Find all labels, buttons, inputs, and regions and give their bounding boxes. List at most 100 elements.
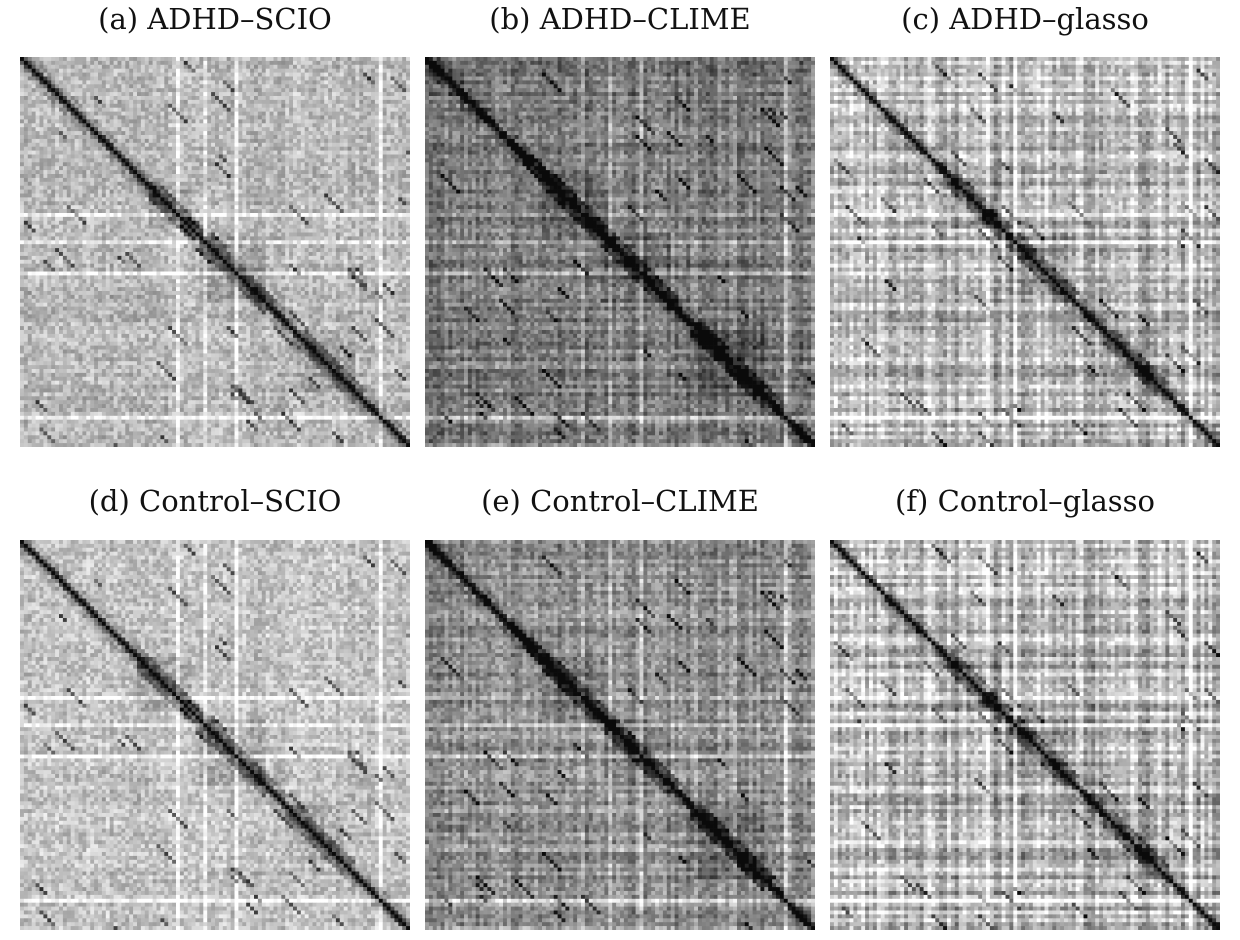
heatmap-cell	[379, 248, 383, 252]
heatmap-cell	[355, 73, 359, 77]
heatmap-cell	[82, 186, 86, 190]
heatmap-cell	[153, 116, 157, 120]
heatmap-cell	[391, 123, 395, 127]
heatmap-cell	[55, 143, 59, 147]
heatmap-cell	[63, 225, 67, 229]
heatmap-cell	[172, 158, 176, 162]
heatmap-cell	[402, 131, 406, 135]
heatmap-cell	[344, 233, 348, 237]
heatmap-cell	[340, 244, 344, 248]
heatmap-cell	[164, 162, 168, 166]
heatmap-cell	[344, 197, 348, 201]
heatmap-cell	[363, 217, 367, 221]
heatmap-cell	[340, 217, 344, 221]
heatmap-cell	[20, 73, 24, 77]
heatmap-cell	[110, 151, 114, 155]
heatmap-cell	[40, 100, 44, 104]
heatmap-cell	[160, 221, 164, 225]
heatmap-cell	[262, 80, 266, 84]
heatmap-cell	[125, 100, 129, 104]
heatmap-cell	[172, 236, 176, 240]
heatmap-cell	[110, 209, 114, 213]
heatmap-cell	[192, 166, 196, 170]
heatmap-cell	[114, 190, 118, 194]
heatmap-cell	[355, 100, 359, 104]
heatmap-cell	[157, 139, 161, 143]
heatmap-cell	[328, 139, 332, 143]
heatmap-cell	[133, 221, 137, 225]
heatmap-cell	[324, 69, 328, 73]
heatmap-cell	[406, 217, 410, 221]
heatmap-cell	[402, 96, 406, 100]
heatmap-cell	[387, 240, 391, 244]
heatmap-cell	[219, 158, 223, 162]
heatmap-cell	[227, 73, 231, 77]
heatmap-cell	[133, 127, 137, 131]
heatmap-cell	[168, 108, 172, 112]
heatmap-cell	[258, 61, 262, 65]
heatmap-cell	[270, 221, 274, 225]
heatmap-cell	[24, 143, 28, 147]
heatmap-cell	[157, 123, 161, 127]
heatmap-cell	[344, 116, 348, 120]
heatmap-cell	[184, 158, 188, 162]
heatmap-cell	[277, 84, 281, 88]
heatmap-cell	[379, 143, 383, 147]
heatmap-cell	[289, 221, 293, 225]
heatmap-cell	[309, 88, 313, 92]
heatmap-cell	[63, 155, 67, 159]
heatmap-cell	[235, 57, 239, 61]
heatmap-cell	[383, 104, 387, 108]
heatmap-cell	[355, 186, 359, 190]
heatmap-cell	[40, 197, 44, 201]
heatmap-cell	[184, 209, 188, 213]
heatmap-cell	[266, 158, 270, 162]
heatmap-cell	[207, 190, 211, 194]
heatmap-cell	[355, 80, 359, 84]
heatmap-cell	[199, 240, 203, 244]
heatmap-cell	[246, 80, 250, 84]
heatmap-cell	[172, 194, 176, 198]
heatmap-cell	[344, 61, 348, 65]
heatmap-cell	[149, 244, 153, 248]
heatmap-cell	[324, 127, 328, 131]
heatmap-cell	[188, 73, 192, 77]
heatmap-cell	[211, 61, 215, 65]
heatmap-cell	[227, 186, 231, 190]
heatmap-cell	[235, 131, 239, 135]
heatmap-cell	[262, 209, 266, 213]
heatmap-cell	[340, 112, 344, 116]
heatmap-cell	[297, 229, 301, 233]
heatmap-cell	[211, 197, 215, 201]
heatmap-cell	[82, 197, 86, 201]
heatmap-cell	[367, 80, 371, 84]
heatmap-cell	[164, 233, 168, 237]
heatmap-cell	[332, 186, 336, 190]
heatmap-cell	[110, 123, 114, 127]
diagonal-cell	[20, 57, 24, 61]
heatmap-cell	[406, 57, 410, 61]
heatmap-cell	[129, 170, 133, 174]
heatmap-cell	[164, 213, 168, 217]
heatmap-cell	[149, 166, 153, 170]
heatmap-cell	[149, 190, 153, 194]
heatmap-cell	[79, 236, 83, 240]
heatmap-cell	[196, 205, 200, 209]
heatmap-cell	[24, 135, 28, 139]
heatmap-cell	[63, 151, 67, 155]
heatmap-cell	[383, 201, 387, 205]
heatmap-cell	[348, 240, 352, 244]
diagonal-cell	[98, 135, 102, 139]
heatmap-cell	[227, 229, 231, 233]
heatmap-cell	[51, 151, 55, 155]
heatmap-cell	[168, 213, 172, 217]
heatmap-cell	[98, 155, 102, 159]
heatmap-cell	[40, 240, 44, 244]
heatmap-cell	[332, 178, 336, 182]
heatmap-cell	[172, 88, 176, 92]
heatmap-cell	[125, 61, 129, 65]
heatmap-cell	[164, 174, 168, 178]
heatmap-cell	[328, 236, 332, 240]
heatmap-cell	[266, 174, 270, 178]
heatmap-cell	[231, 65, 235, 69]
